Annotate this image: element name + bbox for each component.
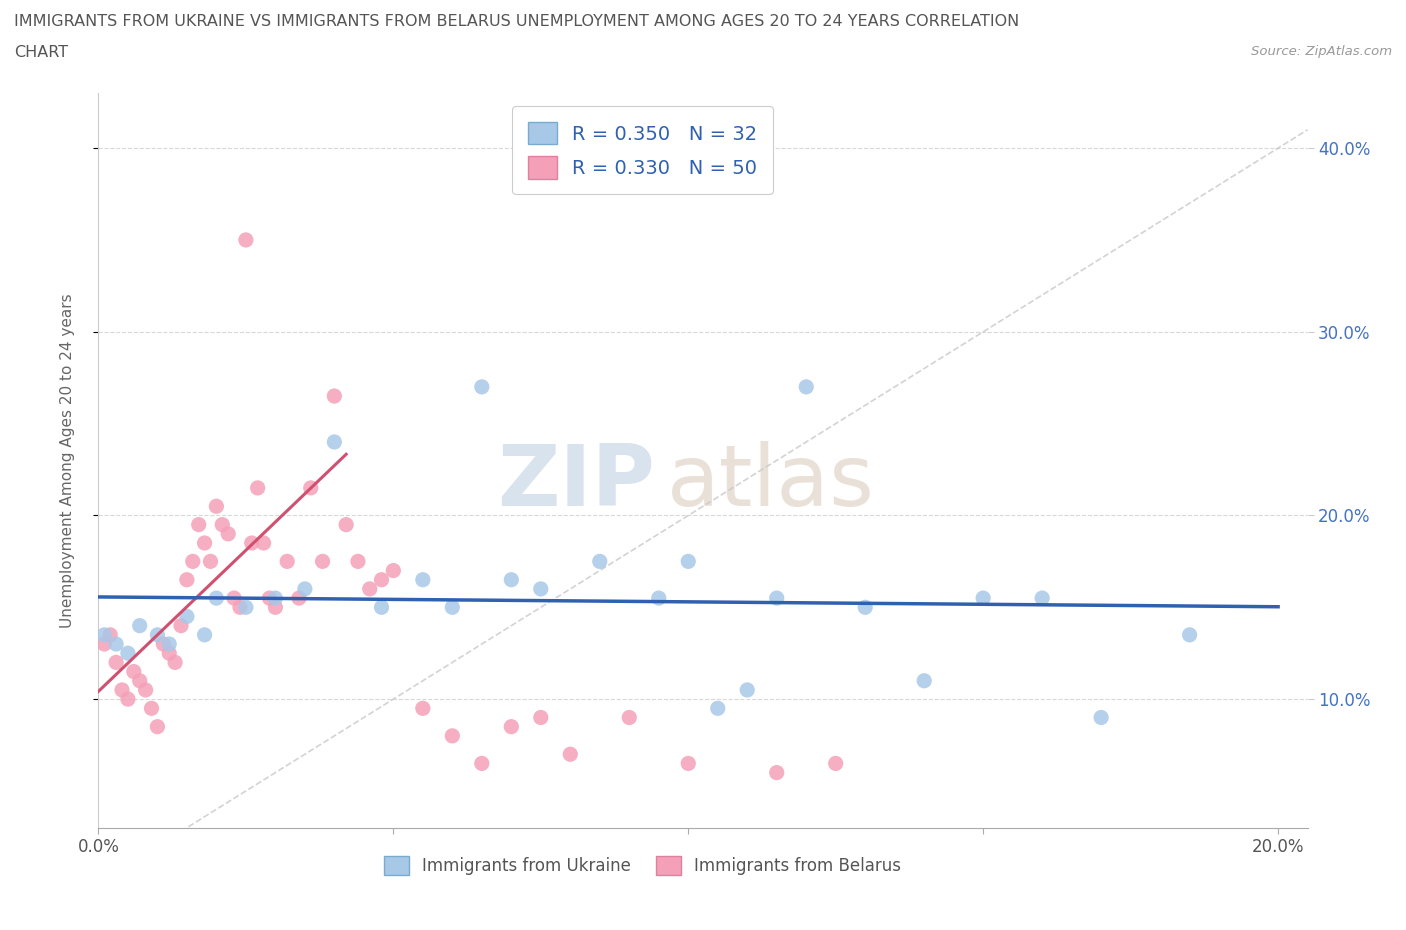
Point [194, 536, 217, 551]
Point [176, 609, 198, 624]
Point [205, 498, 228, 513]
Point [157, 637, 180, 652]
Point [382, 563, 405, 578]
Point [152, 637, 174, 652]
Point [648, 591, 671, 605]
Point [217, 526, 239, 541]
Point [370, 572, 392, 587]
Point [111, 683, 134, 698]
Point [122, 664, 145, 679]
Point [370, 600, 392, 615]
Point [229, 600, 252, 615]
Text: ZIP: ZIP [496, 441, 655, 524]
Point [246, 481, 269, 496]
Point [824, 756, 846, 771]
Point [678, 756, 700, 771]
Point [412, 701, 434, 716]
Point [706, 701, 728, 716]
Point [765, 591, 787, 605]
Point [117, 692, 139, 707]
Point [972, 591, 994, 605]
Point [146, 628, 169, 643]
Point [589, 554, 612, 569]
Point [294, 581, 316, 596]
Point [359, 581, 381, 596]
Point [200, 554, 222, 569]
Point [135, 683, 157, 698]
Point [412, 572, 434, 587]
Point [187, 517, 209, 532]
Point [211, 517, 233, 532]
Text: CHART: CHART [14, 45, 67, 60]
Point [678, 554, 700, 569]
Y-axis label: Unemployment Among Ages 20 to 24 years: Unemployment Among Ages 20 to 24 years [60, 293, 75, 628]
Point [176, 572, 198, 587]
Point [471, 756, 494, 771]
Point [912, 673, 935, 688]
Point [299, 481, 322, 496]
Point [794, 379, 817, 394]
Point [240, 536, 263, 551]
Point [323, 434, 346, 449]
Point [141, 701, 163, 716]
Point [93, 637, 115, 652]
Text: IMMIGRANTS FROM UKRAINE VS IMMIGRANTS FROM BELARUS UNEMPLOYMENT AMONG AGES 20 TO: IMMIGRANTS FROM UKRAINE VS IMMIGRANTS FR… [14, 14, 1019, 29]
Point [259, 591, 281, 605]
Point [735, 683, 758, 698]
Point [311, 554, 333, 569]
Point [252, 536, 274, 551]
Point [105, 637, 128, 652]
Point [93, 628, 115, 643]
Point [235, 600, 257, 615]
Point [157, 645, 180, 660]
Point [105, 655, 128, 670]
Point [128, 618, 150, 633]
Legend: Immigrants from Ukraine, Immigrants from Belarus: Immigrants from Ukraine, Immigrants from… [377, 850, 908, 882]
Point [181, 554, 204, 569]
Point [235, 232, 257, 247]
Point [117, 645, 139, 660]
Point [1178, 628, 1201, 643]
Point [471, 379, 494, 394]
Point [530, 581, 553, 596]
Point [264, 600, 287, 615]
Point [323, 389, 346, 404]
Text: Source: ZipAtlas.com: Source: ZipAtlas.com [1251, 45, 1392, 58]
Point [441, 600, 464, 615]
Text: atlas: atlas [666, 441, 875, 524]
Point [205, 591, 228, 605]
Point [853, 600, 876, 615]
Point [1090, 711, 1112, 725]
Point [264, 591, 287, 605]
Point [98, 628, 121, 643]
Point [335, 517, 357, 532]
Point [288, 591, 311, 605]
Point [276, 554, 298, 569]
Point [1031, 591, 1053, 605]
Point [619, 711, 641, 725]
Point [501, 572, 523, 587]
Point [347, 554, 370, 569]
Point [441, 728, 464, 743]
Point [170, 618, 193, 633]
Point [146, 719, 169, 734]
Point [530, 711, 553, 725]
Point [165, 655, 187, 670]
Point [560, 747, 582, 762]
Point [222, 591, 245, 605]
Point [765, 765, 787, 780]
Point [501, 719, 523, 734]
Point [194, 628, 217, 643]
Point [128, 673, 150, 688]
